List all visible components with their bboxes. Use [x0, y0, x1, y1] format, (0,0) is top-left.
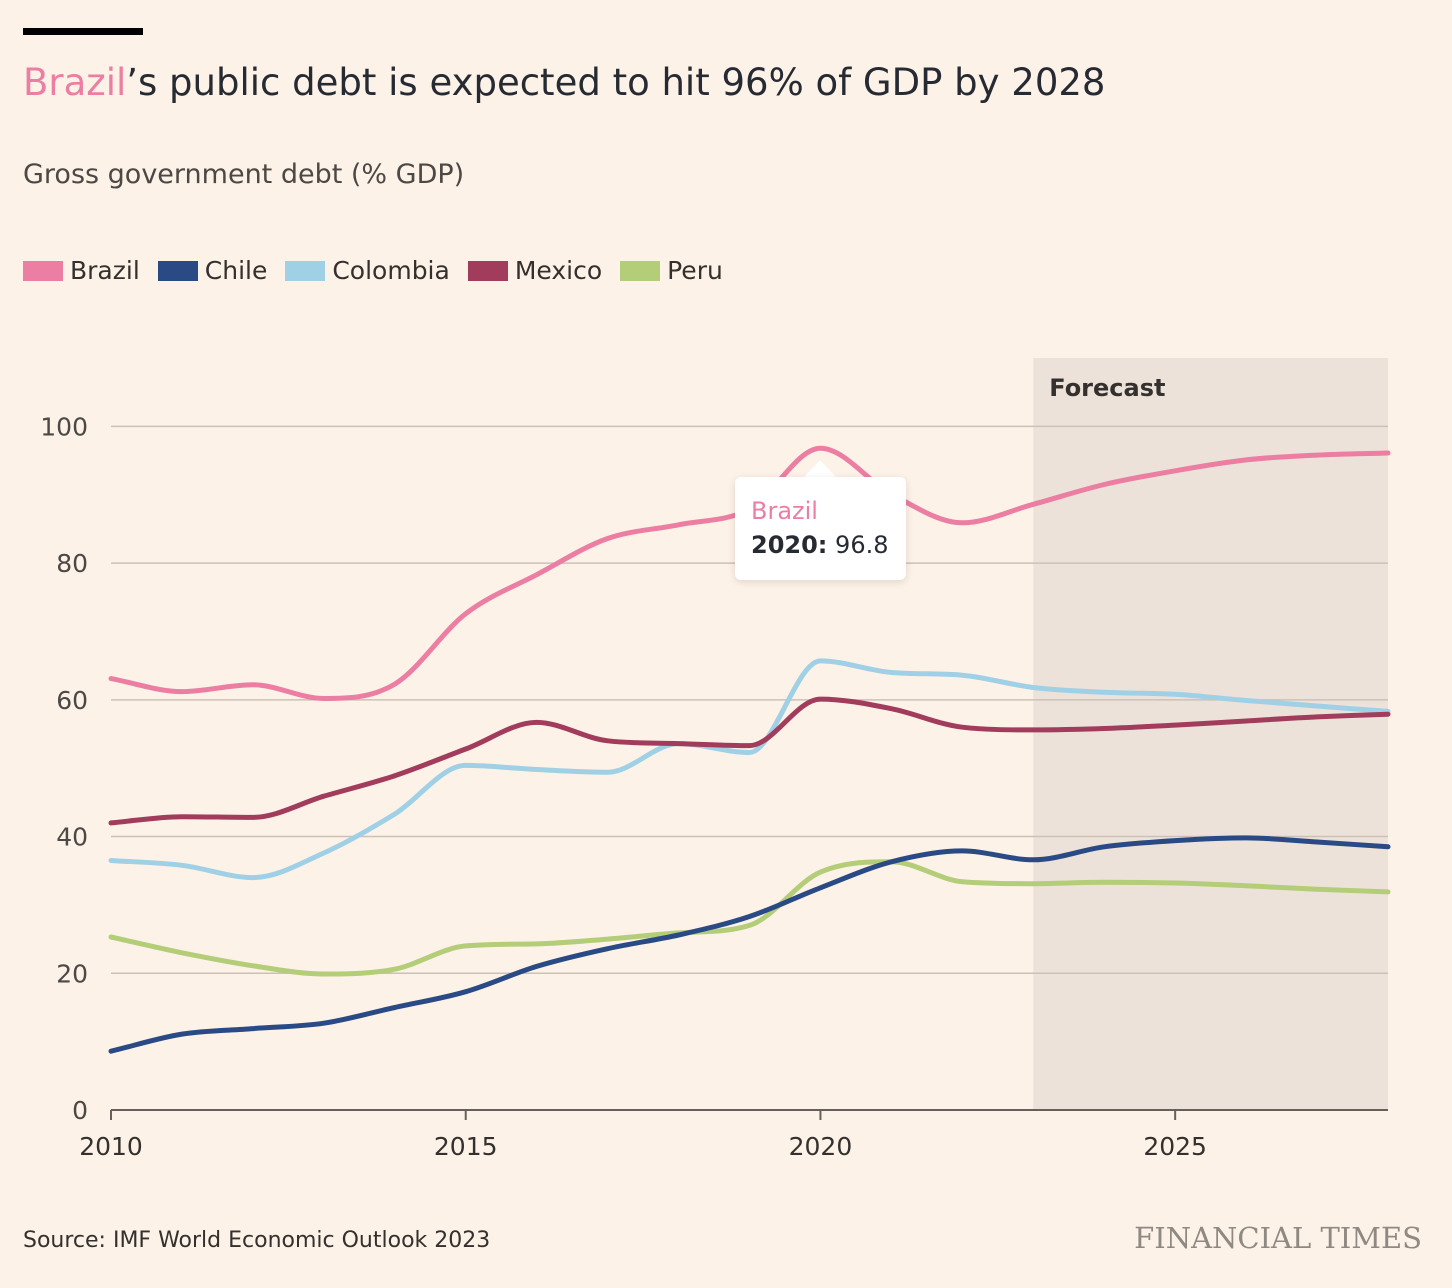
legend-swatch-chile — [157, 261, 198, 281]
tooltip-series: Brazil — [751, 497, 818, 525]
legend-swatch-mexico — [467, 261, 508, 281]
y-tick-label: 60 — [56, 686, 88, 715]
legend-label-chile: Chile — [204, 256, 268, 285]
legend-label-mexico: Mexico — [514, 256, 603, 285]
legend-swatch-colombia — [285, 261, 326, 281]
legend-item-brazil: Brazil — [23, 254, 140, 288]
legend: Brazil Chile Colombia Mexico Peru — [23, 254, 741, 288]
series-line-mexico — [108, 696, 1391, 826]
y-tick-label: 20 — [56, 959, 88, 988]
legend-label-brazil: Brazil — [70, 256, 140, 285]
title-rest: ’s public debt is expected to hit 96% of… — [126, 61, 1106, 104]
y-tick-label: 0 — [72, 1096, 88, 1125]
tooltip-value-row: 2020: 96.8 — [751, 527, 890, 563]
legend-item-peru: Peru — [620, 254, 723, 288]
x-tick-label: 2020 — [789, 1132, 853, 1161]
legend-swatch-brazil — [23, 261, 63, 281]
y-tick-label: 40 — [56, 823, 88, 852]
forecast-band — [1033, 358, 1388, 1110]
tooltip-pointer — [803, 460, 837, 478]
series-line-chile — [108, 835, 1391, 1054]
y-tick-label: 100 — [40, 412, 88, 441]
legend-item-mexico: Mexico — [467, 254, 603, 288]
series-line-peru — [108, 859, 1391, 977]
title-highlight: Brazil — [23, 61, 127, 104]
source-note: Source: IMF World Economic Outlook 2023 — [23, 1228, 491, 1253]
legend-swatch-peru — [620, 261, 661, 281]
forecast-label: Forecast — [1049, 374, 1165, 402]
series-line-colombia — [108, 658, 1391, 881]
tooltip-year: 2020: — [751, 531, 828, 559]
legend-label-colombia: Colombia — [332, 256, 450, 285]
tooltip-value: 96.8 — [835, 531, 889, 559]
legend-item-colombia: Colombia — [285, 254, 450, 288]
top-rule — [23, 28, 143, 35]
y-tick-label: 80 — [56, 549, 88, 578]
chart-subtitle: Gross government debt (% GDP) — [23, 159, 465, 190]
chart-title: Brazil’s public debt is expected to hit … — [23, 58, 1105, 108]
brand-logo: FINANCIAL TIMES — [1134, 1221, 1422, 1255]
legend-item-chile: Chile — [157, 254, 268, 288]
tooltip: Brazil 2020: 96.8 — [735, 477, 906, 580]
x-tick-label: 2015 — [434, 1132, 498, 1161]
legend-label-peru: Peru — [667, 256, 723, 285]
x-tick-label: 2025 — [1143, 1132, 1207, 1161]
x-tick-label: 2010 — [79, 1132, 143, 1161]
